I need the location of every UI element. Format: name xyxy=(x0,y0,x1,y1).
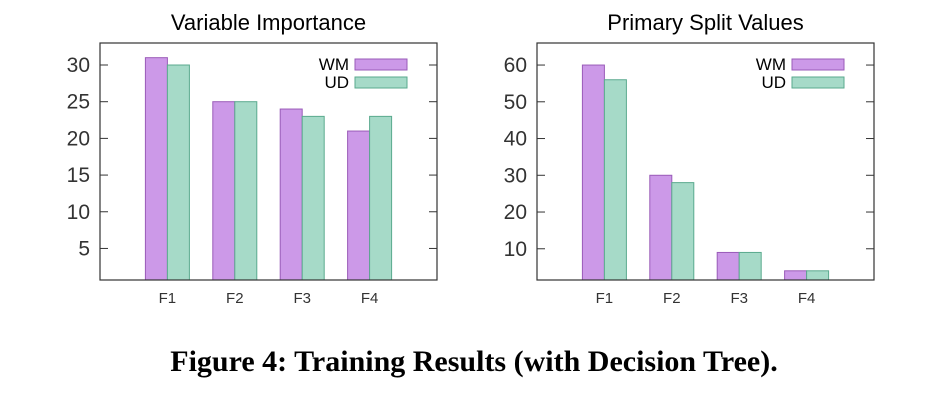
plot-frame xyxy=(99,42,438,281)
bar-ud-f3 xyxy=(301,115,325,281)
legend-swatch-wm xyxy=(791,58,845,71)
chart-panel-2: Primary Split Values 10 20 30 40 50 60 F1 F2 F3 F4… xyxy=(504,10,875,307)
bar-ud-f1 xyxy=(603,79,627,281)
x-tick-label: F1 xyxy=(159,290,177,307)
bar-wm-f1 xyxy=(144,57,168,281)
x-tick-label: F4 xyxy=(361,290,379,307)
legend-label-wm: WM xyxy=(319,55,349,74)
y-tick-label: 20 xyxy=(67,127,90,150)
bar-ud-f4 xyxy=(806,270,830,281)
bar-ud-f4 xyxy=(369,115,393,281)
legend-swatch-wm xyxy=(354,58,408,71)
y-tick-label: 30 xyxy=(67,54,90,77)
x-tick-label: F3 xyxy=(730,290,748,307)
y-tick-label: 25 xyxy=(67,91,90,114)
y-tick-label: 20 xyxy=(504,201,527,224)
y-tick-label: 30 xyxy=(504,164,527,187)
y-tick-label: 15 xyxy=(67,164,90,187)
bar-wm-f1 xyxy=(581,64,605,281)
y-tick-label: 40 xyxy=(504,128,527,151)
chart-panel-1: Variable Importance 5 10 15 20 25 30 F1 F2 F3 F4 WM… xyxy=(67,10,438,307)
chart-title: Variable Importance xyxy=(171,10,366,35)
bar-ud-f1 xyxy=(166,64,190,281)
legend-label-ud: UD xyxy=(761,73,786,92)
legend-label-wm: WM xyxy=(756,55,786,74)
x-tick-label: F2 xyxy=(663,290,681,307)
bar-wm-f2 xyxy=(649,174,673,281)
y-tick-label: 60 xyxy=(504,54,527,77)
x-tick-label: F1 xyxy=(596,290,614,307)
bar-wm-f3 xyxy=(279,108,303,281)
y-tick-label: 10 xyxy=(67,201,90,224)
chart-title: Primary Split Values xyxy=(607,10,803,35)
figure-caption: Figure 4: Training Results (with Decisio… xyxy=(170,345,778,378)
legend-label-ud: UD xyxy=(324,73,349,92)
bar-wm-f3 xyxy=(716,251,740,281)
bar-ud-f2 xyxy=(234,101,258,281)
bar-ud-f2 xyxy=(671,182,695,281)
x-tick-label: F4 xyxy=(798,290,816,307)
plot-frame xyxy=(536,42,875,281)
legend-swatch-ud xyxy=(354,76,408,89)
x-tick-label: F3 xyxy=(293,290,311,307)
bar-wm-f2 xyxy=(212,101,236,281)
legend-swatch-ud xyxy=(791,76,845,89)
bar-wm-f4 xyxy=(784,270,808,281)
bar-wm-f4 xyxy=(347,130,371,281)
x-tick-label: F2 xyxy=(226,290,244,307)
y-tick-label: 50 xyxy=(504,91,527,114)
bar-ud-f3 xyxy=(738,251,762,281)
y-tick-label: 10 xyxy=(504,238,527,261)
y-tick-label: 5 xyxy=(78,237,90,260)
